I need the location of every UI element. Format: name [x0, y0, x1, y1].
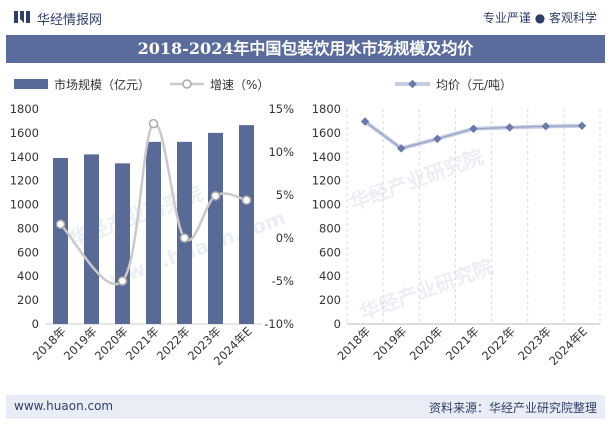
y-tick-label: 1400 — [312, 150, 341, 164]
footer-bar: www.huaon.com 资料来源：华经产业研究院整理 — [6, 395, 605, 419]
y-tick-label-left: 1400 — [10, 150, 39, 164]
y-tick-label-right: -5% — [272, 274, 294, 288]
bar-2024年E — [239, 125, 254, 324]
bar-2018年 — [53, 157, 68, 324]
watermark-text: 华经产业研究院 — [347, 144, 487, 214]
y-tick-label: 0 — [334, 317, 341, 331]
y-tick-label: 200 — [319, 293, 341, 307]
x-tick-label: 2022年 — [154, 324, 193, 363]
y-tick-label-right: 5% — [276, 188, 294, 202]
growth-point — [55, 219, 66, 229]
bar-2022年 — [177, 141, 192, 324]
price-point — [505, 123, 514, 132]
y-tick-label: 800 — [319, 221, 341, 235]
y-tick-label-left: 200 — [17, 293, 39, 307]
footer-url: www.huaon.com — [14, 399, 114, 413]
legend-bar-swatch — [14, 79, 48, 89]
legend-line-label: 增速（%） — [210, 78, 269, 92]
market-size-chart: 华经产业研究院www.huaon.com02004006008001000120… — [10, 77, 294, 368]
footer-source: 资料来源：华经产业研究院整理 — [428, 401, 597, 415]
huajing-logo-icon — [14, 11, 30, 23]
y-tick-label: 1800 — [312, 102, 341, 116]
price-point — [577, 121, 587, 130]
bar-2023年 — [208, 132, 223, 324]
x-tick-label: 2020年 — [407, 324, 446, 363]
y-tick-label-right: -10% — [264, 317, 294, 331]
y-tick-label: 600 — [319, 245, 341, 259]
growth-point — [179, 233, 190, 243]
y-tick-label: 1600 — [312, 126, 341, 140]
y-tick-label-left: 1800 — [10, 102, 39, 116]
bar-2021年 — [146, 141, 161, 324]
y-tick-label-left: 1600 — [10, 126, 39, 140]
price-point — [433, 134, 442, 144]
bar-2020年 — [115, 163, 130, 324]
growth-point — [117, 276, 128, 286]
growth-point — [210, 191, 221, 201]
legend-price-label: 均价（元/吨） — [436, 78, 512, 92]
price-point — [469, 124, 478, 133]
x-tick-label: 2021年 — [123, 324, 162, 363]
y-tick-label-left: 1200 — [10, 174, 39, 188]
growth-point — [241, 195, 252, 205]
watermark-text: 华经产业研究院 — [357, 254, 497, 324]
title-bar: 2018-2024年中国包装饮用水市场规模及均价 — [6, 35, 605, 63]
legend-bar-label: 市场规模（亿元） — [54, 77, 150, 92]
y-tick-label-right: 15% — [268, 102, 294, 116]
brand-name: 华经情报网 — [37, 13, 103, 28]
x-tick-label: 2021年 — [443, 324, 482, 363]
y-tick-label-left: 0 — [32, 317, 39, 331]
y-tick-label-left: 800 — [17, 221, 39, 235]
chart-area: 华经产业研究院www.huaon.com02004006008001000120… — [10, 77, 601, 368]
y-tick-label-left: 1000 — [10, 198, 39, 212]
y-tick-label: 400 — [319, 269, 341, 283]
price-point — [396, 144, 406, 153]
y-tick-label-right: 10% — [268, 145, 294, 159]
x-tick-label: 2019年 — [371, 324, 410, 363]
y-tick-label-right: 0% — [276, 231, 294, 245]
header-bar: 华经情报网 专业严谨 ● 客观科学 — [0, 0, 611, 34]
legend-marker — [408, 79, 417, 89]
price-point — [541, 122, 551, 131]
y-tick-label-left: 600 — [17, 245, 39, 259]
x-tick-label: 2020年 — [92, 324, 131, 363]
price-point — [360, 117, 370, 126]
legend-line-marker — [182, 79, 192, 89]
price-chart: 华经产业研究院华经产业研究院02004006008001000120014001… — [312, 78, 601, 368]
bar-2019年 — [84, 154, 99, 324]
chart-title: 2018-2024年中国包装饮用水市场规模及均价 — [137, 39, 474, 58]
y-tick-label: 1000 — [312, 198, 341, 212]
x-tick-label: 2022年 — [479, 324, 518, 363]
x-tick-label: 2019年 — [61, 324, 100, 363]
slogan: 专业严谨 ● 客观科学 — [482, 11, 597, 25]
growth-point — [148, 118, 159, 129]
y-tick-label: 1200 — [312, 174, 341, 188]
x-tick-label: 2024年E — [546, 324, 590, 368]
y-tick-label-left: 400 — [17, 269, 39, 283]
